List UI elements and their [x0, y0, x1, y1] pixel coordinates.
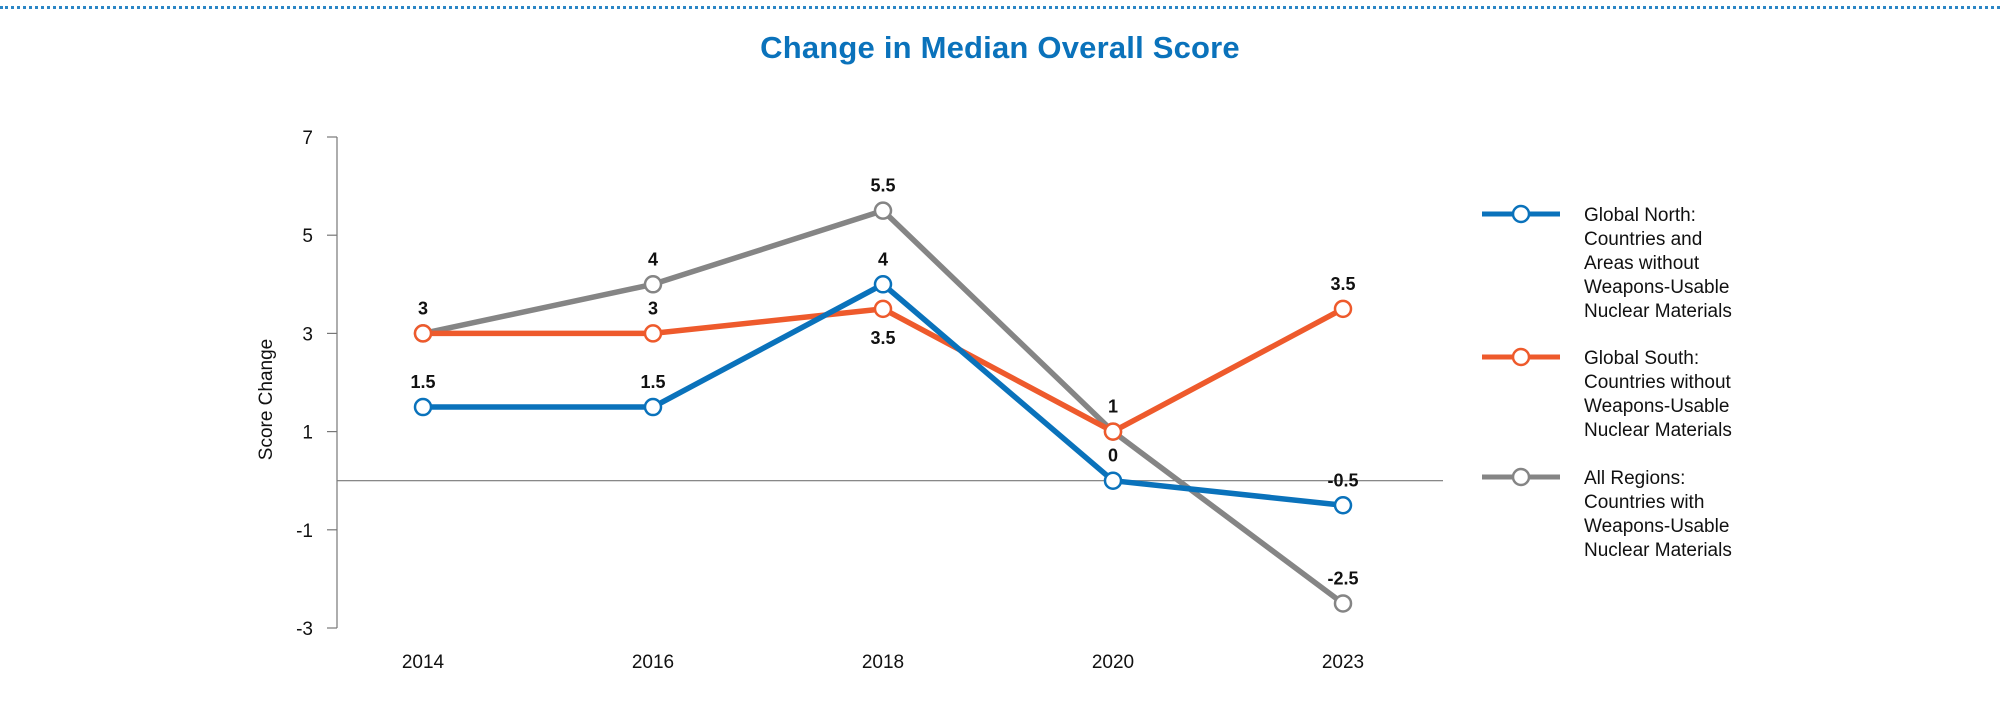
data-point — [643, 397, 663, 417]
x-tick-label: 2023 — [1322, 652, 1364, 673]
data-label: 3 — [648, 298, 658, 318]
x-tick-label: 2014 — [402, 652, 445, 673]
chart-axes: 7 5 3 1 -1 -3 Score Change 2014 2016 2018 2020 2023 — [256, 128, 1443, 673]
data-label: 5.5 — [870, 176, 895, 196]
data-point — [873, 299, 893, 319]
data-label: 4 — [648, 249, 658, 269]
data-point — [643, 275, 663, 294]
data-label: 3.5 — [1330, 274, 1355, 294]
y-tick-label: 7 — [302, 128, 313, 149]
data-point — [1333, 594, 1353, 613]
data-label: 3.5 — [870, 328, 895, 348]
y-tick-label: -3 — [296, 619, 313, 640]
data-point — [1333, 496, 1353, 515]
y-tick-label: 3 — [302, 324, 313, 345]
x-tick-label: 2020 — [1092, 652, 1134, 673]
data-point — [873, 201, 893, 220]
data-point — [643, 324, 663, 343]
y-tick-label: -1 — [296, 521, 313, 542]
chart-legend: Global North: Countries and Areas without W… — [1482, 204, 1732, 561]
data-point — [1103, 471, 1123, 490]
data-point — [413, 397, 433, 417]
chart-lines — [413, 201, 1353, 613]
data-point — [1103, 422, 1123, 441]
data-point — [413, 324, 433, 343]
data-label: -2.5 — [1327, 568, 1358, 588]
data-labels: 1.5 1.5 4 0 -0.5 3 3 3.5 1 3.5 4 5.5 -2.5 — [410, 176, 1358, 589]
data-label: 4 — [878, 249, 888, 269]
data-label: 0 — [1108, 446, 1118, 466]
legend-marker — [1511, 467, 1531, 487]
x-tick-label: 2018 — [862, 652, 904, 673]
data-label: 1 — [1108, 397, 1118, 417]
data-point — [1333, 299, 1353, 319]
data-label: 1.5 — [410, 372, 435, 392]
data-point — [873, 275, 893, 294]
x-tick-label: 2016 — [632, 652, 674, 673]
data-label: 3 — [418, 298, 428, 318]
data-label: -0.5 — [1327, 470, 1358, 490]
y-tick-label: 1 — [302, 423, 313, 444]
legend-entry: All Regions: Countries with Weapons-Usable… — [1584, 468, 1732, 561]
legend-entry: Global North: Countries and Areas without W… — [1584, 205, 1732, 322]
legend-marker — [1511, 347, 1531, 367]
chart-title: Change in Median Overall Score — [760, 30, 1240, 65]
y-tick-label: 5 — [302, 226, 313, 247]
data-label: 1.5 — [640, 372, 665, 392]
legend-marker — [1511, 204, 1531, 224]
top-dotted-rule — [0, 6, 2000, 9]
legend-entry: Global South: Countries without Weapons-Us… — [1584, 348, 1732, 441]
y-axis-title: Score Change — [256, 339, 277, 460]
